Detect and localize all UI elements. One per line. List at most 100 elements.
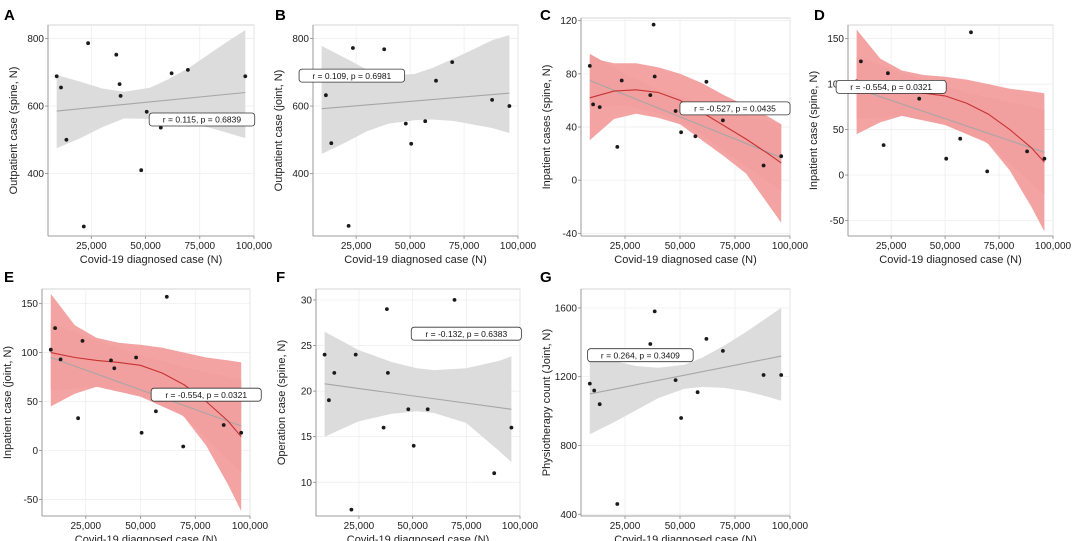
x-tick-label: 75,000: [451, 521, 482, 532]
data-point: [64, 137, 69, 142]
plot-body: [319, 35, 512, 228]
data-point: [615, 145, 620, 149]
x-tick-label: 75,000: [449, 241, 480, 252]
correlation-label-box: [587, 348, 694, 363]
y-tick-label: 50: [27, 397, 39, 408]
fit-confidence-overlay: [589, 53, 782, 191]
x-tick-label: 25,000: [344, 521, 375, 532]
correlation-label-box: [410, 326, 522, 341]
data-point: [48, 347, 53, 352]
data-point: [721, 349, 725, 353]
data-point: [779, 373, 784, 377]
data-point: [139, 430, 144, 435]
correlation-label-box: [835, 79, 947, 94]
panel-e: 25,000 50,000 75,000 100,000 -50 0 50 100 150 Cov…: [2, 269, 269, 541]
y-axis-title: Inpatient case (joint, N): [2, 346, 14, 459]
data-point: [779, 154, 784, 159]
data-point: [114, 52, 119, 57]
data-point: [648, 93, 653, 97]
data-point: [118, 94, 123, 98]
data-point: [597, 402, 602, 407]
plot-body: [587, 22, 784, 223]
data-point: [139, 168, 144, 173]
data-point: [1025, 149, 1029, 154]
data-point: [144, 109, 149, 114]
x-tick-label: 50,000: [665, 241, 696, 252]
plot-body: [322, 298, 514, 512]
y-tick-label: -50: [830, 216, 845, 227]
data-point: [59, 85, 63, 90]
x-tick-label: 25,000: [610, 241, 641, 252]
y-tick-label: 0: [32, 446, 38, 457]
fit-line: [56, 91, 246, 112]
data-point: [346, 224, 351, 228]
plot-body: [587, 307, 784, 506]
x-tick-label: 50,000: [125, 521, 156, 532]
y-axis-title: Inpatient cases (spine, N): [541, 65, 553, 190]
x-tick-label: 100,000: [1035, 241, 1072, 252]
data-point: [186, 68, 190, 72]
data-point: [859, 59, 863, 64]
data-point: [944, 156, 949, 161]
correlation-label: r = 0.264, p = 0.3409: [601, 350, 680, 360]
data-point: [881, 143, 886, 148]
data-point: [109, 358, 113, 363]
y-tick-label: 25: [301, 341, 313, 352]
data-point: [112, 366, 117, 371]
x-tick-label: 50,000: [665, 521, 696, 532]
data-point: [652, 74, 657, 79]
data-point: [349, 507, 354, 512]
data-point: [385, 307, 389, 311]
data-point: [381, 425, 386, 430]
fit-confidence-band: [589, 53, 782, 191]
data-point: [154, 409, 158, 414]
panel-c: 25,000 50,000 75,000 100,000 -40 0 40 80 120 Covi…: [540, 7, 809, 266]
data-point: [492, 471, 497, 476]
data-point: [409, 141, 414, 146]
y-tick-label: -40: [563, 229, 578, 240]
data-point: [86, 41, 90, 46]
y-tick-label: 100: [21, 348, 38, 359]
data-point: [587, 64, 592, 68]
y-tick-label: 1200: [555, 372, 578, 383]
panel-a: 25,000 50,000 75,000 100,000 400 600 800 Covid-…: [4, 7, 273, 266]
panel-f: 25,000 50,000 75,000 100,000 10 15 20 25 30 Covid…: [276, 269, 539, 541]
x-axis-title: Covid-19 diagnosed case (N): [75, 534, 217, 541]
y-tick-label: 1600: [555, 303, 578, 314]
data-point: [164, 294, 169, 299]
data-point: [351, 46, 355, 50]
data-point: [382, 47, 387, 52]
x-tick-label: 25,000: [70, 521, 101, 532]
y-tick-label: 0: [571, 176, 577, 187]
panel-b: 25,000 50,000 75,000 100,000 400 600 800 Covid-…: [273, 7, 537, 266]
y-axis-title: Outpatient case (joint, N): [273, 70, 285, 192]
panel-letter: E: [4, 269, 14, 286]
y-tick-label: 0: [838, 171, 844, 182]
data-point: [917, 96, 922, 101]
x-tick-label: 50,000: [395, 241, 426, 252]
data-point: [353, 352, 358, 357]
correlation-label-box: [150, 387, 262, 402]
fit-confidence-band: [589, 307, 782, 435]
x-axis-title: Covid-19 diagnosed case (N): [614, 254, 756, 266]
data-point: [158, 125, 163, 130]
fit-confidence-band: [321, 35, 510, 154]
y-tick-label: 30: [301, 295, 313, 306]
y-tick-label: 150: [827, 34, 844, 45]
data-point: [53, 326, 57, 330]
x-tick-label: 50,000: [397, 521, 428, 532]
y-tick-label: 600: [27, 102, 44, 113]
data-point: [652, 309, 657, 314]
correlation-label-box: [679, 101, 791, 116]
x-tick-label: 75,000: [720, 241, 751, 252]
data-point: [329, 141, 334, 146]
x-axis-title: Covid-19 diagnosed case (N): [80, 254, 222, 266]
x-tick-label: 25,000: [76, 241, 107, 252]
panel-g: 25,000 50,000 75,000 100,000 400 800 1200 1600 C…: [540, 269, 809, 541]
data-point: [721, 118, 725, 123]
data-point: [76, 416, 80, 421]
data-point: [58, 357, 63, 362]
data-point: [386, 371, 390, 375]
fit-line: [324, 383, 512, 410]
